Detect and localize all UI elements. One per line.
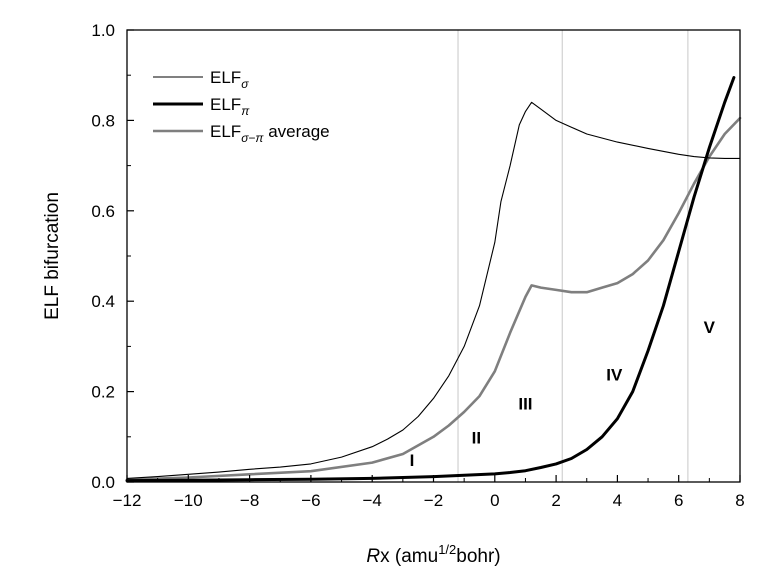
legend-label-sub: σ xyxy=(241,77,249,91)
y-axis-title: ELF bifurcation xyxy=(42,192,63,320)
region-label: II xyxy=(472,429,481,448)
x-tick-label: −12 xyxy=(113,491,142,510)
y-tick-label: 0.4 xyxy=(91,292,115,311)
x-tick-label: −2 xyxy=(424,491,443,510)
y-tick-label: 0.2 xyxy=(91,383,115,402)
x-axis: −12 −10 −8 −6 −4 −2 0 2 4 6 8 xyxy=(113,475,745,510)
region-boundaries xyxy=(457,30,689,482)
x-tick-label: 8 xyxy=(735,491,744,510)
x-tick-label: 4 xyxy=(613,491,622,510)
legend-label-sub: σ−π xyxy=(241,131,264,145)
x-axis-title-tail: bohr) xyxy=(456,546,500,567)
x-axis-title: Rx (amu1/2bohr) xyxy=(366,542,500,567)
x-tick-label: −8 xyxy=(240,491,259,510)
region-label: III xyxy=(518,395,532,414)
x-axis-title-text: x (amu xyxy=(380,546,438,567)
y-tick-label: 0.6 xyxy=(91,202,115,221)
y-tick-label: 0.0 xyxy=(91,473,115,492)
legend-label-sub: π xyxy=(241,104,250,118)
x-axis-title-sup: 1/2 xyxy=(438,542,456,557)
x-tick-label: −4 xyxy=(363,491,382,510)
series-line-3 xyxy=(125,116,742,482)
legend-label-name: ELF xyxy=(210,68,241,87)
legend-label-name: ELF xyxy=(210,95,241,114)
x-tick-label: 6 xyxy=(674,491,683,510)
y-axis: 0.0 0.2 0.4 0.6 0.8 1.0 xyxy=(91,21,134,492)
x-axis-title-italic: R xyxy=(366,546,380,567)
x-tick-label: 0 xyxy=(490,491,499,510)
region-label: IV xyxy=(606,365,623,384)
x-tick-label: −10 xyxy=(174,491,203,510)
legend-label: ELFπ xyxy=(210,95,250,118)
legend-label-name: ELF xyxy=(210,122,241,141)
region-label: V xyxy=(704,318,716,337)
x-tick-label: 2 xyxy=(551,491,560,510)
x-tick-label: −6 xyxy=(301,491,320,510)
y-tick-label: 1.0 xyxy=(91,21,115,40)
legend-label-tail: average xyxy=(263,122,329,141)
legend-label: ELFσ xyxy=(210,68,249,91)
series-line-1 xyxy=(126,101,741,479)
y-tick-label: 0.8 xyxy=(91,111,115,130)
legend-label: ELFσ−π average xyxy=(210,122,330,145)
region-label: I xyxy=(410,451,415,470)
